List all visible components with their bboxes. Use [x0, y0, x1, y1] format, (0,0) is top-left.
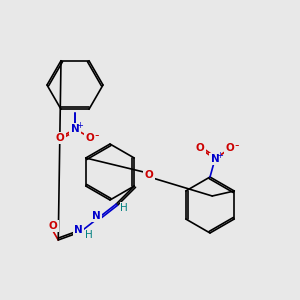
Text: O: O: [196, 143, 204, 153]
Text: +: +: [217, 152, 224, 160]
Text: -: -: [235, 140, 239, 152]
Text: N: N: [211, 154, 219, 164]
Text: N: N: [74, 225, 82, 235]
Text: N: N: [92, 211, 100, 221]
Text: O: O: [226, 143, 234, 153]
Text: +: +: [76, 122, 83, 130]
Text: H: H: [120, 203, 128, 213]
Text: O: O: [49, 221, 58, 231]
Text: N: N: [70, 124, 80, 134]
Text: O: O: [145, 170, 153, 180]
Text: O: O: [85, 133, 94, 143]
Text: O: O: [56, 133, 64, 143]
Text: H: H: [85, 230, 93, 240]
Text: -: -: [95, 130, 99, 142]
